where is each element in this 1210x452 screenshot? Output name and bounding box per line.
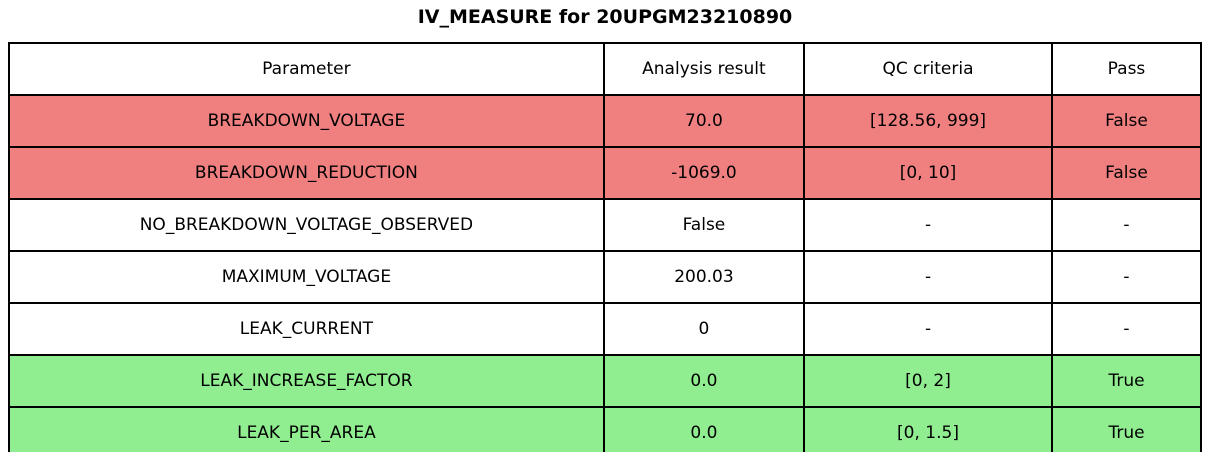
table-row: LEAK_PER_AREA 0.0 [0, 1.5] True (8, 406, 1203, 452)
cell-parameter: LEAK_CURRENT (8, 302, 605, 356)
cell-parameter: LEAK_PER_AREA (8, 406, 605, 452)
column-header-parameter: Parameter (8, 42, 605, 96)
column-header-qc-criteria: QC criteria (803, 42, 1053, 96)
column-header-pass: Pass (1050, 42, 1203, 96)
cell-qc-criteria: - (803, 250, 1053, 304)
cell-qc-criteria: [128.56, 999] (803, 94, 1053, 148)
cell-pass: True (1050, 354, 1203, 408)
cell-parameter: BREAKDOWN_REDUCTION (8, 146, 605, 200)
cell-qc-criteria: - (803, 302, 1053, 356)
cell-analysis-result: 0 (602, 302, 806, 356)
cell-pass: - (1050, 302, 1203, 356)
cell-pass: - (1050, 198, 1203, 252)
header-row: Parameter Analysis result QC criteria Pa… (8, 42, 1203, 96)
table-row: BREAKDOWN_REDUCTION -1069.0 [0, 10] False (8, 146, 1203, 200)
table-row: BREAKDOWN_VOLTAGE 70.0 [128.56, 999] False (8, 94, 1203, 148)
cell-parameter: LEAK_INCREASE_FACTOR (8, 354, 605, 408)
qc-results-table: Parameter Analysis result QC criteria Pa… (8, 42, 1203, 452)
table-row: MAXIMUM_VOLTAGE 200.03- - (8, 250, 1203, 304)
cell-pass: False (1050, 94, 1203, 148)
cell-analysis-result: 0.0 (602, 354, 806, 408)
cell-qc-criteria: [0, 1.5] (803, 406, 1053, 452)
cell-qc-criteria: [0, 10] (803, 146, 1053, 200)
cell-pass: True (1050, 406, 1203, 452)
cell-qc-criteria: - (803, 198, 1053, 252)
cell-parameter: NO_BREAKDOWN_VOLTAGE_OBSERVED (8, 198, 605, 252)
cell-analysis-result: 70.0 (602, 94, 806, 148)
cell-pass: False (1050, 146, 1203, 200)
figure-title: IV_MEASURE for 20UPGM23210890 (417, 6, 793, 28)
cell-analysis-result: False (602, 198, 806, 252)
column-header-analysis-result: Analysis result (602, 42, 806, 96)
cell-analysis-result: 200.03 (602, 250, 806, 304)
cell-parameter: MAXIMUM_VOLTAGE (8, 250, 605, 304)
table-row: LEAK_INCREASE_FACTOR 0.0 [0, 2] True (8, 354, 1203, 408)
table-row: LEAK_CURRENT 0- - (8, 302, 1203, 356)
cell-qc-criteria: [0, 2] (803, 354, 1053, 408)
cell-analysis-result: 0.0 (602, 406, 806, 452)
table-body: BREAKDOWN_VOLTAGE 70.0 [128.56, 999] False B… (8, 94, 1203, 452)
cell-analysis-result: -1069.0 (602, 146, 806, 200)
cell-parameter: BREAKDOWN_VOLTAGE (8, 94, 605, 148)
table-row: NO_BREAKDOWN_VOLTAGE_OBSERVED False - - (8, 198, 1203, 252)
table-header: Parameter Analysis result QC criteria Pa… (8, 42, 1203, 96)
cell-pass: - (1050, 250, 1203, 304)
